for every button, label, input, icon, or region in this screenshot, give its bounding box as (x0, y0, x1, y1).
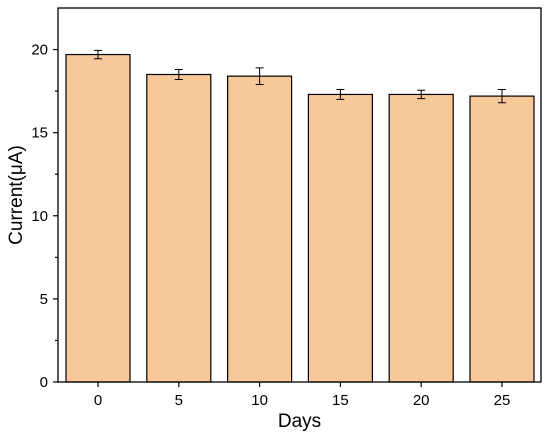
bar-10 (227, 75, 293, 383)
y-axis-ticks: 0 5 10 15 20 (31, 42, 58, 391)
x-tick-label: 10 (251, 392, 268, 409)
x-tick-label: 0 (94, 392, 102, 409)
error-bar-0 (94, 49, 102, 60)
bar-5 (146, 73, 212, 383)
y-tick-label: 0 (40, 374, 48, 391)
error-bar-20 (417, 89, 426, 100)
x-axis-title: Days (278, 411, 321, 432)
bars-layer (65, 53, 535, 383)
error-bars-layer (94, 49, 506, 104)
plot-frame (57, 7, 542, 383)
x-tick-label: 20 (413, 392, 430, 409)
bar-20 (388, 93, 454, 383)
bar-0 (65, 53, 131, 383)
error-bar-10 (255, 67, 264, 85)
y-tick-label: 15 (31, 125, 48, 142)
error-bar-15 (336, 88, 345, 100)
x-axis-ticks: 0 5 10 15 20 25 (94, 382, 511, 409)
bar-25 (469, 95, 535, 383)
y-tick-label: 5 (40, 291, 48, 308)
y-tick-label: 20 (31, 42, 48, 59)
x-tick-label: 25 (494, 392, 511, 409)
y-tick-label: 10 (31, 208, 48, 225)
error-bar-5 (174, 69, 183, 80)
error-bar-25 (498, 88, 506, 104)
y-axis-title: Current(μA) (6, 145, 27, 245)
x-tick-label: 5 (175, 392, 183, 409)
x-tick-label: 15 (332, 392, 349, 409)
bar-15 (307, 93, 373, 383)
